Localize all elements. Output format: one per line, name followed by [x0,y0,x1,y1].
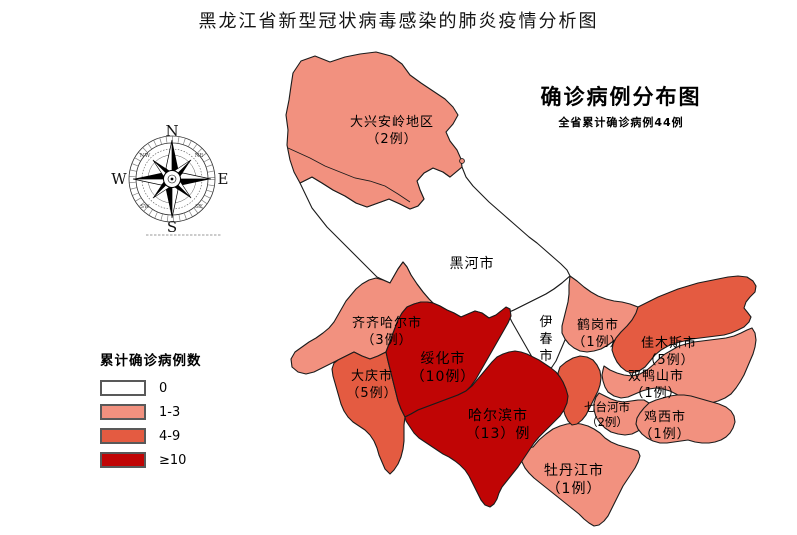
legend-row: 4-9 [100,428,202,444]
region-label-jiamusi: 佳木斯市 （5例） [641,336,697,370]
legend-label-1: 1-3 [159,404,181,420]
region-name: 绥化市 [420,350,466,367]
region-label-jixi: 鸡西市 （1例） [639,410,690,444]
legend-swatch-3 [100,452,146,468]
region-name: 七台河市 [584,400,630,415]
compass-southwest-label: SW [140,204,150,210]
region-label-shuangyashan: 双鸭山市 （1例） [628,369,684,403]
region-cases: （2例） [586,415,628,429]
region-shape-harbin [404,350,569,508]
region-cases: （1例） [639,427,691,442]
map-title: 确诊病例分布图 [540,85,702,109]
region-name: 齐齐哈尔市 [351,316,423,332]
region-label-qiqihar: 齐齐哈尔市 （3例） [352,316,422,350]
region-label-mudanjiang: 牡丹江市 （1例） [544,462,604,498]
region-label-hegang: 鹤岗市 （1例） [572,318,623,352]
region-shape-shuangyashan [601,327,757,405]
compass-west-label: W [111,170,127,188]
region-shape-jixi [635,394,736,444]
region-name: 大兴安岭地区 [349,115,435,131]
legend-row: 0 [100,380,202,396]
small-town-marker [459,158,465,164]
legend-row: ≥10 [100,452,202,468]
region-name: 黑河市 [449,255,495,272]
region-shape-hegang [561,275,639,353]
region-label-daqing: 大庆市 （5例） [346,369,397,403]
region-name: 佳木斯市 [640,336,698,352]
region-name: 伊春市 [536,314,552,366]
county-boundary-line [287,147,411,203]
region-label-qitaihe: 七台河市 （2例） [584,400,630,430]
region-cases: （10例） [410,369,476,385]
region-cases: （2例） [366,132,418,147]
region-cases: （5例） [643,353,695,368]
region-cases: （1例） [630,386,682,401]
map-subtitle: 全省累计确诊病例44例 [558,116,684,129]
region-name: 鹤岗市 [576,318,619,334]
region-name: 哈尔滨市 [467,407,528,424]
region-cases: （1例） [546,481,602,497]
compass-northeast-label: NE [195,153,204,159]
region-label-daxinganling: 大兴安岭地区 （2例） [350,115,434,149]
region-label-heihe: 黑河市 [450,255,495,273]
region-shape-jiamusi [611,275,757,374]
legend-label-0: 0 [159,380,168,396]
compass-north-label: N [165,122,178,140]
region-cases: （13）例 [465,426,531,442]
compass-northwest-label: NW [140,153,151,159]
compass-outer-circle [128,135,216,223]
legend-swatch-1 [100,404,146,420]
legend: 累计确诊病例数 0 1-3 4-9 ≥10 [100,349,202,476]
compass-east-label: E [218,170,229,188]
region-name: 大庆市 [350,369,393,385]
compass-south-label: S [167,218,177,236]
region-name: 双鸭山市 [627,369,685,385]
region-cases: （3例） [361,333,413,348]
compass-southeast-label: SE [195,204,203,210]
legend-row: 1-3 [100,404,202,420]
region-name: 鸡西市 [643,410,686,426]
region-label-suihua: 绥化市 （10例） [411,350,476,386]
region-label-harbin: 哈尔滨市 （13）例 [466,407,531,443]
legend-title: 累计确诊病例数 [100,353,202,369]
region-shape-daxinganling [285,51,463,210]
page-title: 黑龙江省新型冠状病毒感染的肺炎疫情分析图 [198,11,599,32]
legend-swatch-2 [100,428,146,444]
compass-rose: N S E W NW NE SW SE [111,122,228,236]
legend-label-2: 4-9 [159,428,181,444]
region-shape-mudanjiang [520,422,641,527]
legend-swatch-0 [100,380,146,396]
region-cases: （1例） [572,335,624,350]
region-name: 牡丹江市 [544,462,604,479]
region-cases: （5例） [346,386,398,401]
compass-tick-marks [129,136,215,222]
map-title-block: 确诊病例分布图 全省累计确诊病例44例 [541,81,702,130]
region-label-yichun: 伊春市 [535,314,552,366]
legend-label-3: ≥10 [159,452,187,468]
